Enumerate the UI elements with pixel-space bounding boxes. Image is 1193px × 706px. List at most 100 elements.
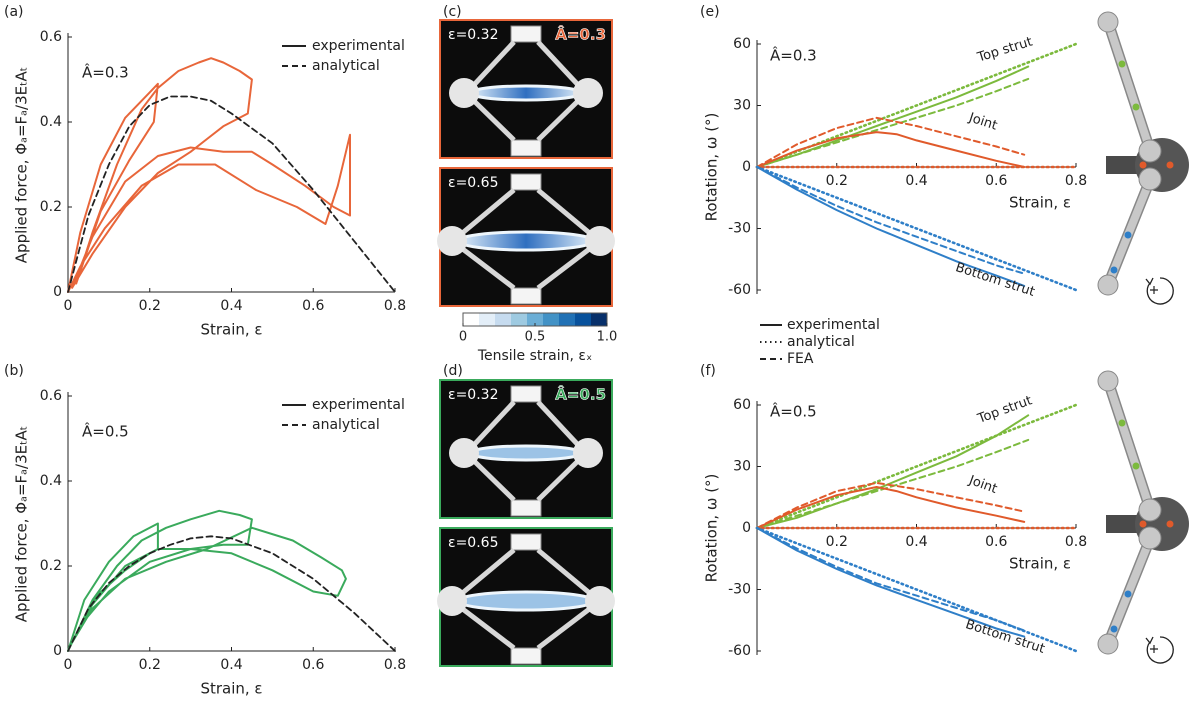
- data-line: [756, 131, 1026, 168]
- x-tick-label: 0.2: [139, 298, 161, 314]
- specimen-image: [439, 379, 613, 519]
- strut: [470, 97, 516, 142]
- end-node: [573, 78, 603, 108]
- strut: [470, 40, 516, 89]
- annotation: Â=0.5: [82, 422, 129, 441]
- strain-band: [468, 84, 584, 102]
- data-line: [756, 166, 1026, 275]
- strut: [536, 457, 582, 502]
- data-line: [755, 403, 1078, 530]
- strut: [536, 605, 594, 650]
- y-tick-label: 30: [733, 98, 751, 114]
- end-node: [437, 586, 467, 616]
- y-tick-label: -30: [728, 582, 751, 598]
- panel-label: (b): [4, 363, 24, 379]
- end-node: [573, 438, 603, 468]
- data-line: [756, 527, 1026, 632]
- legend-label: experimental: [787, 317, 880, 333]
- y-tick-label: 0.2: [40, 558, 62, 574]
- strut: [470, 457, 516, 502]
- frame-caption: ε=0.32: [448, 387, 498, 403]
- y-axis-label: Applied force, Φₐ=Fₐ/3EₜAₜ: [13, 67, 31, 263]
- series-label: Top strut: [975, 393, 1034, 427]
- colorbar-step: [575, 313, 592, 326]
- y-axis-label: Rotation, ω (°): [703, 474, 721, 583]
- strut: [458, 605, 516, 650]
- data-line: [756, 166, 1026, 287]
- y-axis-label: Applied force, Φₐ=Fₐ/3EₜAₜ: [13, 426, 31, 622]
- strain-band: [468, 444, 584, 462]
- data-line: [756, 116, 1026, 168]
- x-tick-label: 0.8: [384, 657, 406, 673]
- end-node: [449, 438, 479, 468]
- strut: [536, 40, 582, 89]
- colorbar-step: [527, 313, 544, 326]
- x-axis-label: Strain, ε: [200, 321, 262, 339]
- legend-label: FEA: [787, 351, 814, 367]
- colorbar-tick-label: 1.0: [597, 330, 618, 345]
- y-tick-label: -30: [728, 221, 751, 237]
- strut: [536, 97, 582, 142]
- x-tick-label: 0.2: [826, 534, 848, 550]
- strut: [458, 245, 516, 290]
- series-label: Joint: [966, 473, 999, 497]
- strain-band: [456, 230, 596, 252]
- y-tick-label: -60: [728, 643, 751, 659]
- data-line: [67, 535, 396, 652]
- x-tick-label: 0.6: [302, 657, 324, 673]
- y-tick-label: 0.4: [40, 473, 62, 489]
- colorbar-step: [543, 313, 560, 326]
- strut: [458, 548, 516, 597]
- x-tick-label: 0.6: [302, 298, 324, 314]
- y-tick-label: -60: [728, 282, 751, 298]
- data-line: [755, 165, 1078, 292]
- panel-label: (f): [700, 363, 716, 379]
- x-axis-label: Strain, ε: [200, 680, 262, 698]
- x-tick-label: 0.8: [384, 298, 406, 314]
- y-axis-label: Rotation, ω (°): [703, 113, 721, 222]
- x-axis-label: Strain, ε: [1009, 555, 1071, 573]
- legend-label: analytical: [312, 417, 380, 433]
- clamp: [510, 287, 542, 305]
- colorbar-step: [495, 313, 512, 326]
- legend-label: analytical: [787, 334, 855, 350]
- x-axis-label: Strain, ε: [1009, 194, 1071, 212]
- data-line: [756, 438, 1030, 529]
- annotation: Â=0.3: [770, 46, 817, 65]
- end-node: [585, 226, 615, 256]
- y-tick-label: 0: [742, 159, 751, 175]
- x-tick-label: 0.8: [1065, 173, 1087, 189]
- series-label: Top strut: [975, 35, 1034, 66]
- data-line: [756, 527, 1026, 638]
- colorbar-tick-label: 0.5: [525, 330, 546, 345]
- y-tick-label: 0.6: [40, 388, 62, 404]
- badge: Â=0.5: [555, 385, 606, 404]
- end-node: [585, 586, 615, 616]
- x-tick-label: 0.4: [220, 298, 242, 314]
- colorbar-step: [591, 313, 608, 326]
- annotation: Â=0.5: [770, 402, 817, 421]
- clamp: [510, 25, 542, 43]
- colorbar-step: [479, 313, 496, 326]
- panel-label: (e): [700, 4, 720, 20]
- y-tick-label: 30: [733, 459, 751, 475]
- y-tick-label: 60: [733, 36, 751, 52]
- frame-caption: ε=0.65: [448, 175, 498, 191]
- x-tick-label: 0.8: [1065, 534, 1087, 550]
- data-line: [67, 57, 351, 293]
- y-tick-label: 60: [733, 397, 751, 413]
- panel-label: (a): [4, 4, 24, 20]
- joint-schematic: [1097, 370, 1189, 664]
- data-line: [756, 486, 1026, 529]
- badge: Â=0.3: [555, 25, 606, 44]
- x-tick-label: 0.4: [905, 534, 927, 550]
- strut: [470, 400, 516, 449]
- clamp: [510, 647, 542, 665]
- clamp: [510, 533, 542, 551]
- frame-caption: ε=0.65: [448, 535, 498, 551]
- data-line: [67, 509, 347, 652]
- x-tick-label: 0: [64, 657, 73, 673]
- x-tick-label: 0.2: [826, 173, 848, 189]
